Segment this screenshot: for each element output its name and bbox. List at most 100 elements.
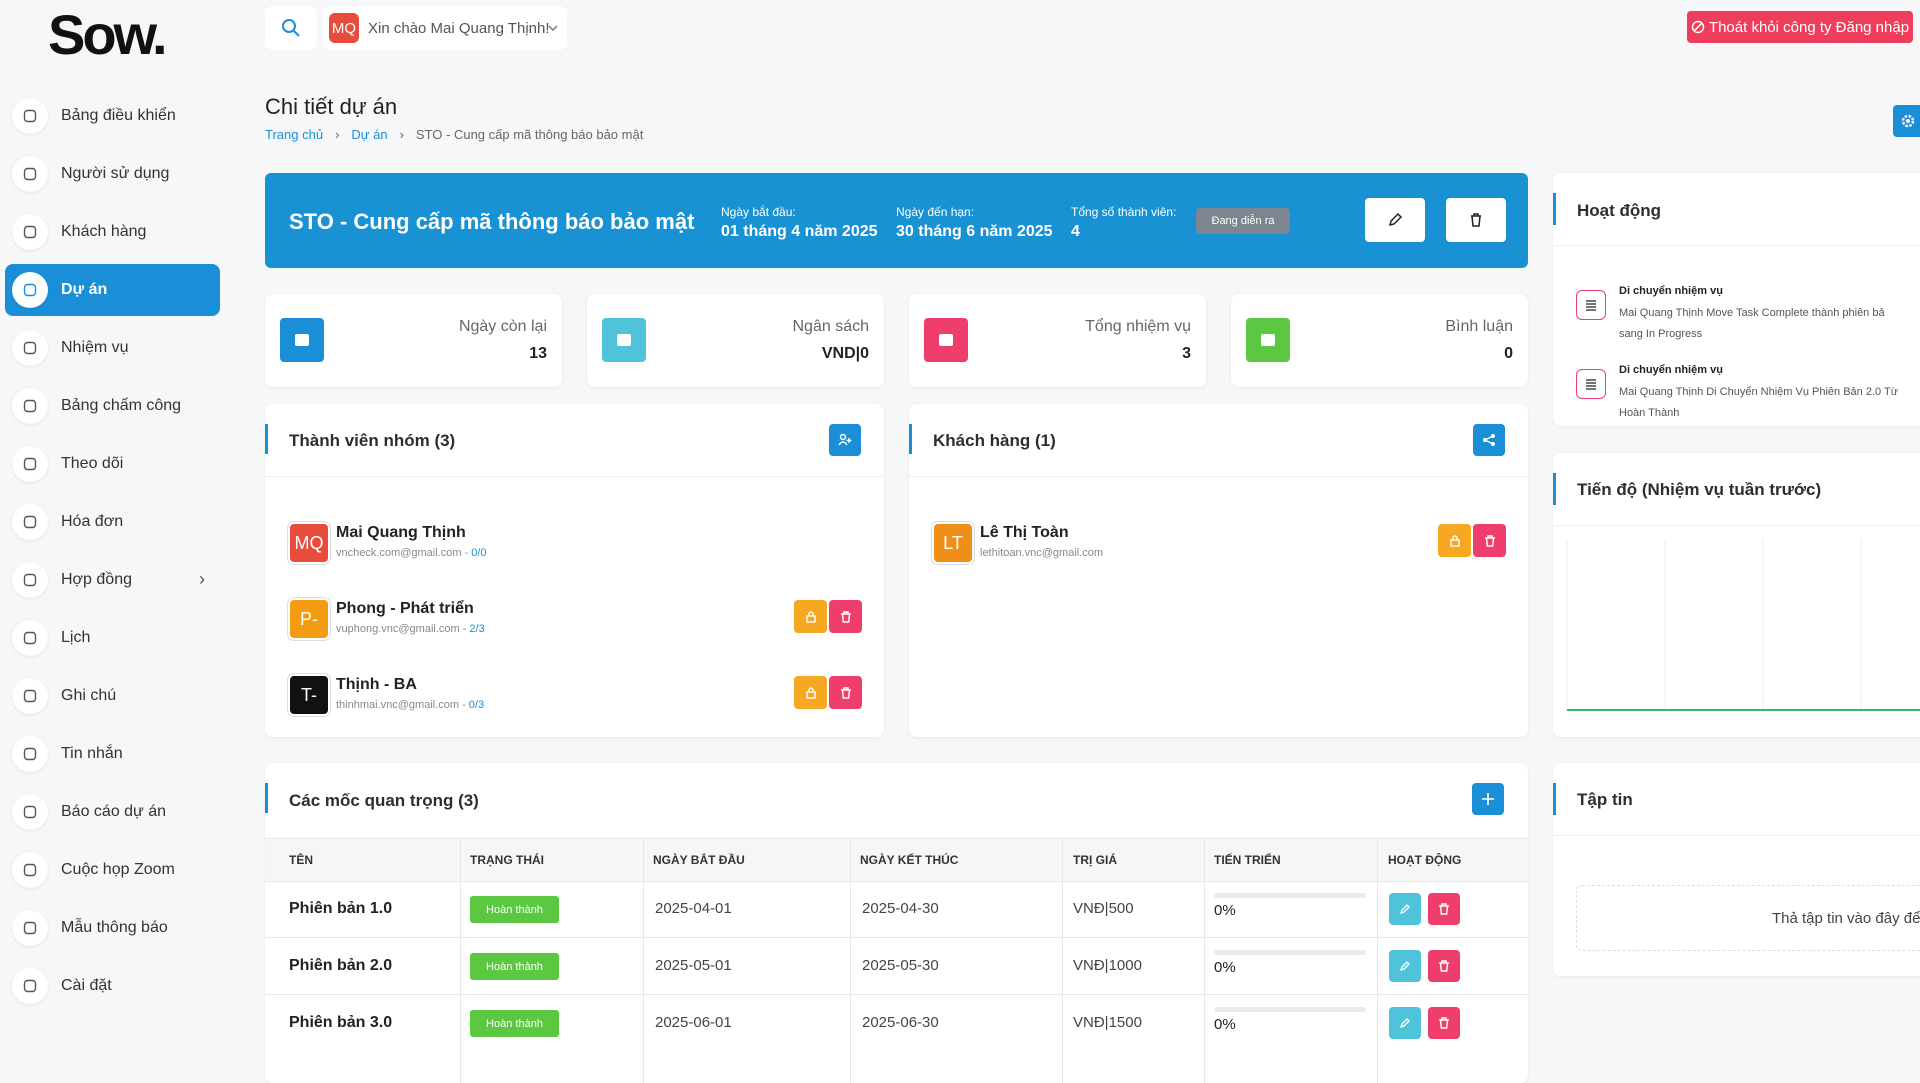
- start-date: 2025-05-01: [655, 957, 732, 974]
- delete-button[interactable]: [1428, 950, 1460, 982]
- nav-label: Hợp đồng: [61, 571, 132, 588]
- client-card: Khách hàng (1) LT Lê Thị Toàn lethitoan.vn…: [909, 404, 1528, 737]
- nav-item[interactable]: Dự án: [5, 264, 220, 316]
- edit-button[interactable]: [1389, 950, 1421, 982]
- title-accent: [1553, 473, 1556, 505]
- card-title: Khách hàng (1): [933, 431, 1056, 450]
- user-menu[interactable]: MQ Xin chào Mai Quang Thịnh!: [323, 6, 567, 50]
- share-button[interactable]: [1473, 424, 1505, 456]
- user-avatar: MQ: [329, 13, 359, 43]
- nav-item[interactable]: Lịch: [5, 612, 220, 664]
- activity-title: Di chuyển nhiệm vụ: [1619, 285, 1723, 297]
- nav-item[interactable]: Tin nhắn: [5, 728, 220, 780]
- nav-item[interactable]: Theo dõi: [5, 438, 220, 490]
- nav-item[interactable]: Người sử dụng: [5, 148, 220, 200]
- dropzone-label: Thả tập tin vào đây để tải lên: [1772, 910, 1920, 927]
- lock-button-glyph: [1449, 534, 1460, 547]
- edit-button-glyph: [1399, 961, 1410, 972]
- card-title: Các mốc quan trọng (3): [289, 791, 479, 810]
- brand-logo[interactable]: Sow.: [48, 3, 168, 66]
- member-meta: thinhmai.vnc@gmail.com -0/3: [336, 699, 484, 711]
- member-name: Phong - Phát triển: [336, 600, 474, 617]
- delete-button[interactable]: [1428, 893, 1460, 925]
- avatar: T-: [288, 674, 330, 716]
- status-badge: Hoàn thành: [470, 896, 559, 923]
- due-label: Ngày đến hạn:: [896, 205, 975, 219]
- nav-icon-glyph: [23, 747, 37, 761]
- nav-icon-glyph: [23, 167, 37, 181]
- milestone-name: Phiên bản 3.0: [289, 1014, 393, 1031]
- divider: [265, 476, 884, 477]
- member-email: vncheck.com@gmail.com -: [336, 547, 469, 559]
- nav-item[interactable]: Hóa đơn: [5, 496, 220, 548]
- nav-item[interactable]: Mẫu thông báo: [5, 902, 220, 954]
- edit-button[interactable]: [1389, 1007, 1421, 1039]
- stat-icon: [1246, 318, 1290, 362]
- settings-toggle[interactable]: [1893, 105, 1920, 137]
- nav-item[interactable]: Bảng chấm công: [5, 380, 220, 432]
- edit-project-button[interactable]: [1365, 198, 1425, 242]
- delete-button-glyph: [840, 686, 851, 699]
- nav-icon-glyph: [23, 573, 37, 587]
- edit-button[interactable]: [1389, 893, 1421, 925]
- add-user-icon: [838, 433, 852, 446]
- status-badge: Đang diễn ra: [1196, 208, 1290, 234]
- logout-button[interactable]: Thoát khỏi công ty Đăng nhập: [1687, 11, 1913, 43]
- delete-button[interactable]: [1428, 1007, 1460, 1039]
- lock-button[interactable]: [1438, 524, 1471, 557]
- avatar: LT: [932, 522, 974, 564]
- column-header: TIẾN TRIỂN: [1214, 853, 1281, 867]
- team-card: Thành viên nhóm (3) MQ Mai Quang Thịnh vnc…: [265, 404, 884, 737]
- delete-button[interactable]: [829, 600, 862, 633]
- lock-button-glyph: [805, 686, 816, 699]
- member-meta: vncheck.com@gmail.com -0/0: [336, 547, 487, 559]
- divider: [1553, 835, 1920, 836]
- card-title: Hoạt động: [1577, 201, 1662, 220]
- breadcrumb-link[interactable]: Trang chủ: [265, 127, 324, 142]
- column-separator: [1204, 838, 1205, 1083]
- nav-icon-glyph: [23, 399, 37, 413]
- milestone-value: VNĐ|1500: [1073, 1014, 1142, 1031]
- nav-chevron: ›: [199, 569, 205, 589]
- nav-item[interactable]: Hợp đồng ›: [5, 554, 220, 606]
- lock-button[interactable]: [794, 676, 827, 709]
- stat-icon: [602, 318, 646, 362]
- nav-item[interactable]: Cài đặt: [5, 960, 220, 1012]
- column-separator: [1377, 838, 1378, 1083]
- search-button[interactable]: [265, 6, 317, 50]
- stat-value: VND|0: [821, 345, 869, 362]
- start-date: 01 tháng 4 năm 2025: [721, 223, 878, 240]
- title-accent: [265, 783, 268, 813]
- nav-item[interactable]: Nhiệm vụ: [5, 322, 220, 374]
- plus-icon: [1482, 793, 1494, 805]
- title-accent: [265, 424, 268, 454]
- activity-text: sang In Progress: [1619, 328, 1703, 340]
- member-name: Mai Quang Thịnh: [336, 524, 466, 541]
- logout-icon: [1691, 20, 1705, 34]
- delete-project-button[interactable]: [1446, 198, 1506, 242]
- nav-icon: [12, 736, 48, 772]
- add-milestone-button[interactable]: [1472, 783, 1504, 815]
- edit-button-glyph: [1399, 1018, 1410, 1029]
- nav-item[interactable]: Ghi chú: [5, 670, 220, 722]
- add-member-button[interactable]: [829, 424, 861, 456]
- lock-button[interactable]: [794, 600, 827, 633]
- stat-value: 13: [529, 345, 547, 362]
- dropzone[interactable]: Thả tập tin vào đây để tải lên: [1576, 885, 1920, 951]
- breadcrumb-link[interactable]: Dự án: [351, 127, 388, 142]
- nav-label: Tin nhắn: [61, 745, 123, 762]
- nav-item[interactable]: Báo cáo dự án: [5, 786, 220, 838]
- stat-card: Ngày còn lại 13: [265, 294, 562, 387]
- nav-icon: [12, 330, 48, 366]
- edit-button-glyph: [1399, 904, 1410, 915]
- nav-item[interactable]: Khách hàng: [5, 206, 220, 258]
- activity-icon-glyph: [1586, 300, 1596, 311]
- avatar: MQ: [288, 522, 330, 564]
- delete-button[interactable]: [1473, 524, 1506, 557]
- nav-label: Dự án: [61, 281, 108, 298]
- gear-icon: [1901, 114, 1915, 128]
- nav-item[interactable]: Cuộc họp Zoom: [5, 844, 220, 896]
- nav-item[interactable]: Bảng điều khiển: [5, 90, 220, 142]
- divider: [1553, 525, 1920, 526]
- delete-button[interactable]: [829, 676, 862, 709]
